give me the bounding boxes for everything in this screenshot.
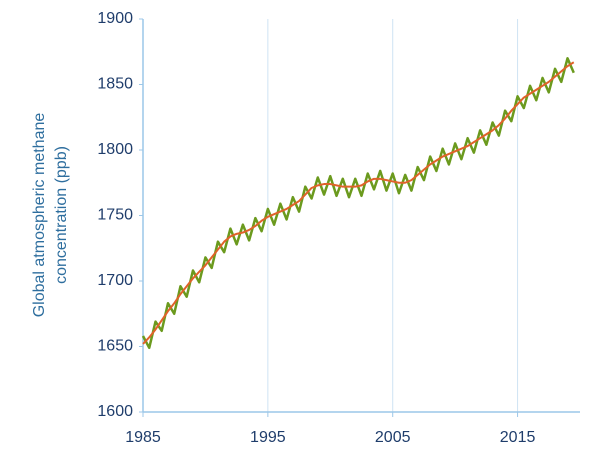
x-tick-label: 2005 — [375, 429, 411, 446]
y-tick-label: 1700 — [97, 272, 133, 289]
y-tick-label: 1750 — [97, 207, 133, 224]
y-tick-label: 1650 — [97, 338, 133, 355]
x-tick-label: 1985 — [125, 429, 161, 446]
y-axis-label: concentration (ppb) — [53, 146, 70, 284]
line-series — [142, 61, 575, 345]
x-tick-label: 2015 — [500, 429, 536, 446]
y-tick-label: 1850 — [97, 76, 133, 93]
x-tick-label: 1995 — [250, 429, 286, 446]
y-tick-label: 1900 — [97, 10, 133, 27]
y-tick-label: 1600 — [97, 403, 133, 420]
y-axis-label: Global atmospheric methane — [31, 113, 48, 318]
line-series — [141, 57, 575, 350]
y-tick-label: 1800 — [97, 141, 133, 158]
